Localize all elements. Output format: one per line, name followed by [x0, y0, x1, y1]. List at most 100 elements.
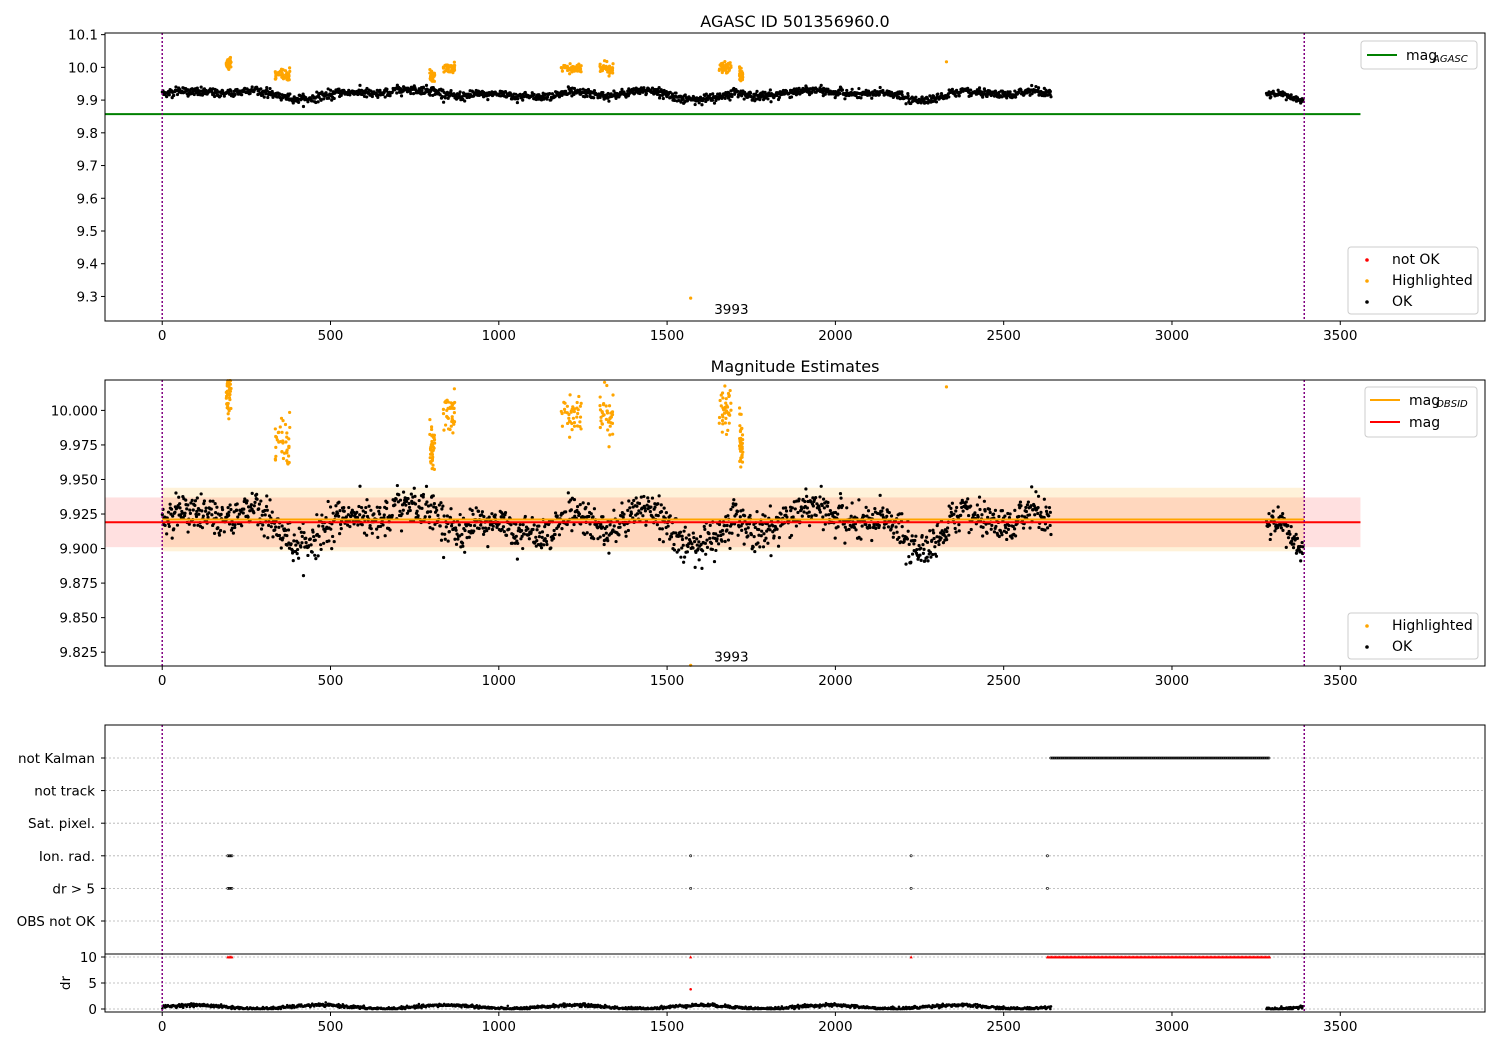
ok-point — [1044, 509, 1049, 513]
ok-point — [520, 534, 524, 538]
ok-point — [703, 541, 708, 545]
ok-point — [947, 533, 951, 537]
ok-point — [356, 523, 360, 527]
ok-point — [428, 510, 433, 514]
highlighted-point — [602, 380, 607, 384]
ok-point — [188, 511, 192, 515]
ok-point — [969, 504, 973, 508]
ok-point — [1289, 525, 1293, 529]
ok-point — [531, 527, 535, 532]
ok-point — [608, 523, 612, 527]
ok-point — [849, 514, 853, 518]
ok-point — [720, 528, 725, 533]
ok-point — [993, 508, 998, 513]
ok-point — [503, 89, 508, 94]
ok-point — [420, 506, 424, 510]
ok-point — [828, 509, 832, 513]
ok-point — [674, 91, 678, 95]
ok-point — [1290, 539, 1294, 543]
highlighted-point — [282, 451, 287, 455]
highlighted-point — [611, 393, 615, 397]
ok-point — [714, 532, 718, 536]
flag-point — [226, 854, 230, 858]
ok-point — [934, 554, 939, 558]
ok-point — [925, 540, 930, 544]
flag-point — [229, 854, 232, 858]
ok-point — [267, 514, 272, 518]
ok-point — [1021, 526, 1026, 530]
ok-point — [201, 514, 205, 518]
ok-point — [316, 100, 320, 104]
ok-point — [666, 524, 670, 528]
x-tick-label: 3500 — [1323, 328, 1357, 344]
ok-point — [868, 525, 872, 530]
flag-point — [1206, 756, 1210, 760]
highlighted-point — [227, 395, 232, 400]
ok-point — [739, 524, 743, 528]
ok-point — [922, 547, 926, 551]
highlighted-point — [287, 460, 291, 465]
highlighted-point — [452, 387, 456, 391]
highlighted-point — [717, 67, 722, 71]
flag-point — [1099, 756, 1103, 760]
x-tick-label: 1500 — [650, 328, 684, 344]
ok-point — [444, 525, 448, 529]
ok-point — [378, 505, 382, 510]
ok-point — [817, 508, 822, 512]
flag-point — [1188, 756, 1191, 760]
ok-point — [677, 98, 681, 103]
highlighted-point — [281, 419, 285, 423]
highlighted-point — [598, 425, 602, 430]
ok-point — [252, 504, 256, 508]
flag-point — [1263, 756, 1267, 760]
flag-point — [230, 887, 234, 890]
ok-point — [170, 536, 174, 540]
legend-ok-label: OK — [1392, 639, 1413, 655]
ok-point — [600, 525, 605, 529]
ok-point — [246, 515, 250, 519]
y-tick-label: 9.6 — [77, 191, 98, 207]
flag-point — [1232, 756, 1236, 760]
ok-point — [794, 524, 798, 528]
ok-point — [324, 516, 328, 520]
ok-point — [539, 542, 543, 546]
highlighted-point — [568, 62, 572, 66]
ok-point — [672, 542, 676, 547]
ok-point — [359, 506, 364, 510]
highlighted-point — [273, 77, 278, 81]
flag-point — [1251, 756, 1255, 760]
ok-point — [814, 495, 818, 500]
highlighted-point — [567, 419, 572, 423]
ok-point — [674, 531, 678, 535]
flag-point — [1178, 756, 1182, 760]
ok-point — [236, 515, 240, 519]
ok-point — [510, 541, 514, 545]
ok-point — [440, 507, 444, 511]
ok-point — [807, 514, 811, 518]
ok-point — [376, 95, 380, 100]
flag-point — [1108, 756, 1112, 760]
ok-point — [468, 523, 473, 527]
ok-point — [1271, 509, 1275, 513]
ok-point — [1284, 98, 1288, 102]
flag-point — [1077, 756, 1081, 760]
flag-point — [1171, 756, 1175, 760]
flag-point — [1058, 756, 1062, 760]
ok-point — [840, 503, 845, 508]
ok-point — [292, 539, 296, 543]
ok-point — [757, 527, 761, 532]
ok-point — [535, 539, 539, 543]
ok-point — [894, 525, 898, 529]
flag-point — [1177, 756, 1181, 760]
highlighted-point — [226, 412, 230, 416]
ok-point — [694, 550, 698, 554]
highlighted-point — [726, 411, 730, 415]
highlighted-point — [430, 450, 434, 454]
highlighted-point — [723, 421, 727, 425]
ok-point — [897, 535, 901, 540]
ok-point — [889, 527, 893, 531]
ok-point — [487, 515, 491, 519]
ok-point — [961, 509, 965, 513]
ok-point — [314, 557, 318, 561]
ok-point — [169, 507, 174, 511]
